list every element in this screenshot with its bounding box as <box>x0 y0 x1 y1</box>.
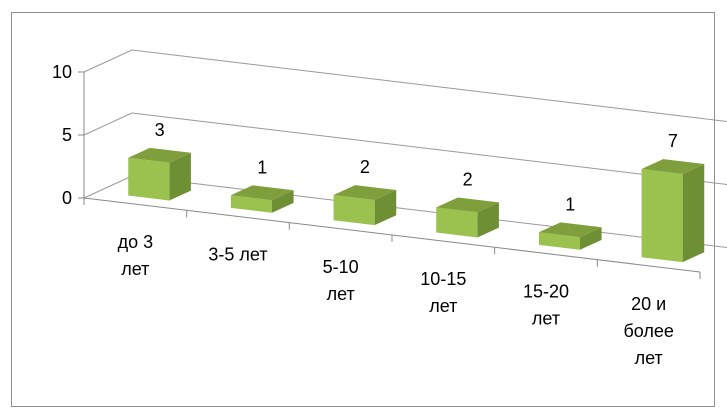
data-label: 1 <box>565 194 575 214</box>
category-label: 3-5 лет <box>208 245 267 265</box>
bar-front <box>333 195 375 226</box>
bar-top <box>128 147 191 163</box>
bar-side <box>579 227 602 250</box>
data-labels: 3 1 2 2 1 7 <box>155 120 678 215</box>
bar <box>333 185 397 226</box>
bar <box>128 147 191 201</box>
y-tick-label: 0 <box>62 188 72 208</box>
bar-front <box>230 195 272 213</box>
bar-side <box>271 190 294 213</box>
bar-side <box>169 152 191 201</box>
category-label: 20 и более лет <box>623 294 673 368</box>
bar <box>538 222 602 250</box>
bar-side <box>374 190 397 226</box>
bar-front <box>538 232 580 250</box>
category-label: 10-15 лет <box>420 269 466 316</box>
category-label-line: более <box>623 321 673 341</box>
category-label-line: лет <box>121 259 149 279</box>
bar-side <box>682 164 705 263</box>
gridline <box>83 49 727 122</box>
data-label: 1 <box>257 157 267 177</box>
category-label-line: 10-15 <box>420 269 466 289</box>
category-label-line: 15-20 <box>523 282 569 302</box>
bars <box>128 147 705 263</box>
category-label-line: 20 и <box>631 294 666 314</box>
bar-front <box>436 207 478 238</box>
data-label: 2 <box>360 157 370 177</box>
category-label-line: лет <box>327 284 355 304</box>
category-label: до 3 лет <box>118 232 154 279</box>
category-label-line: лет <box>532 309 560 329</box>
bar-side <box>477 202 499 238</box>
y-tick-label: 10 <box>52 62 72 82</box>
bar-top <box>436 197 499 213</box>
data-label: 7 <box>668 131 678 151</box>
category-label-line: лет <box>429 296 457 316</box>
bar-front <box>128 157 170 201</box>
bar-top <box>230 185 294 201</box>
category-label-line: 5-10 <box>323 257 359 277</box>
bar-front <box>641 169 683 263</box>
gridlines <box>83 49 727 248</box>
data-label: 2 <box>463 169 473 189</box>
category-label-line: до 3 <box>118 232 154 252</box>
bar-top <box>333 185 397 200</box>
y-tick-labels: 0 5 10 <box>52 62 72 208</box>
bar <box>230 185 294 213</box>
category-label-line: лет <box>635 348 663 368</box>
bar-top <box>641 159 705 174</box>
axes <box>78 71 701 279</box>
bar <box>436 197 499 238</box>
y-tick-label: 5 <box>62 125 72 145</box>
category-label: 15-20 лет <box>523 282 569 329</box>
gridline <box>83 112 727 185</box>
data-label: 3 <box>155 120 165 140</box>
bar <box>641 159 705 263</box>
bar-top <box>538 222 602 238</box>
category-label: 5-10 лет <box>323 257 359 304</box>
category-label-line: 3-5 лет <box>208 245 267 265</box>
